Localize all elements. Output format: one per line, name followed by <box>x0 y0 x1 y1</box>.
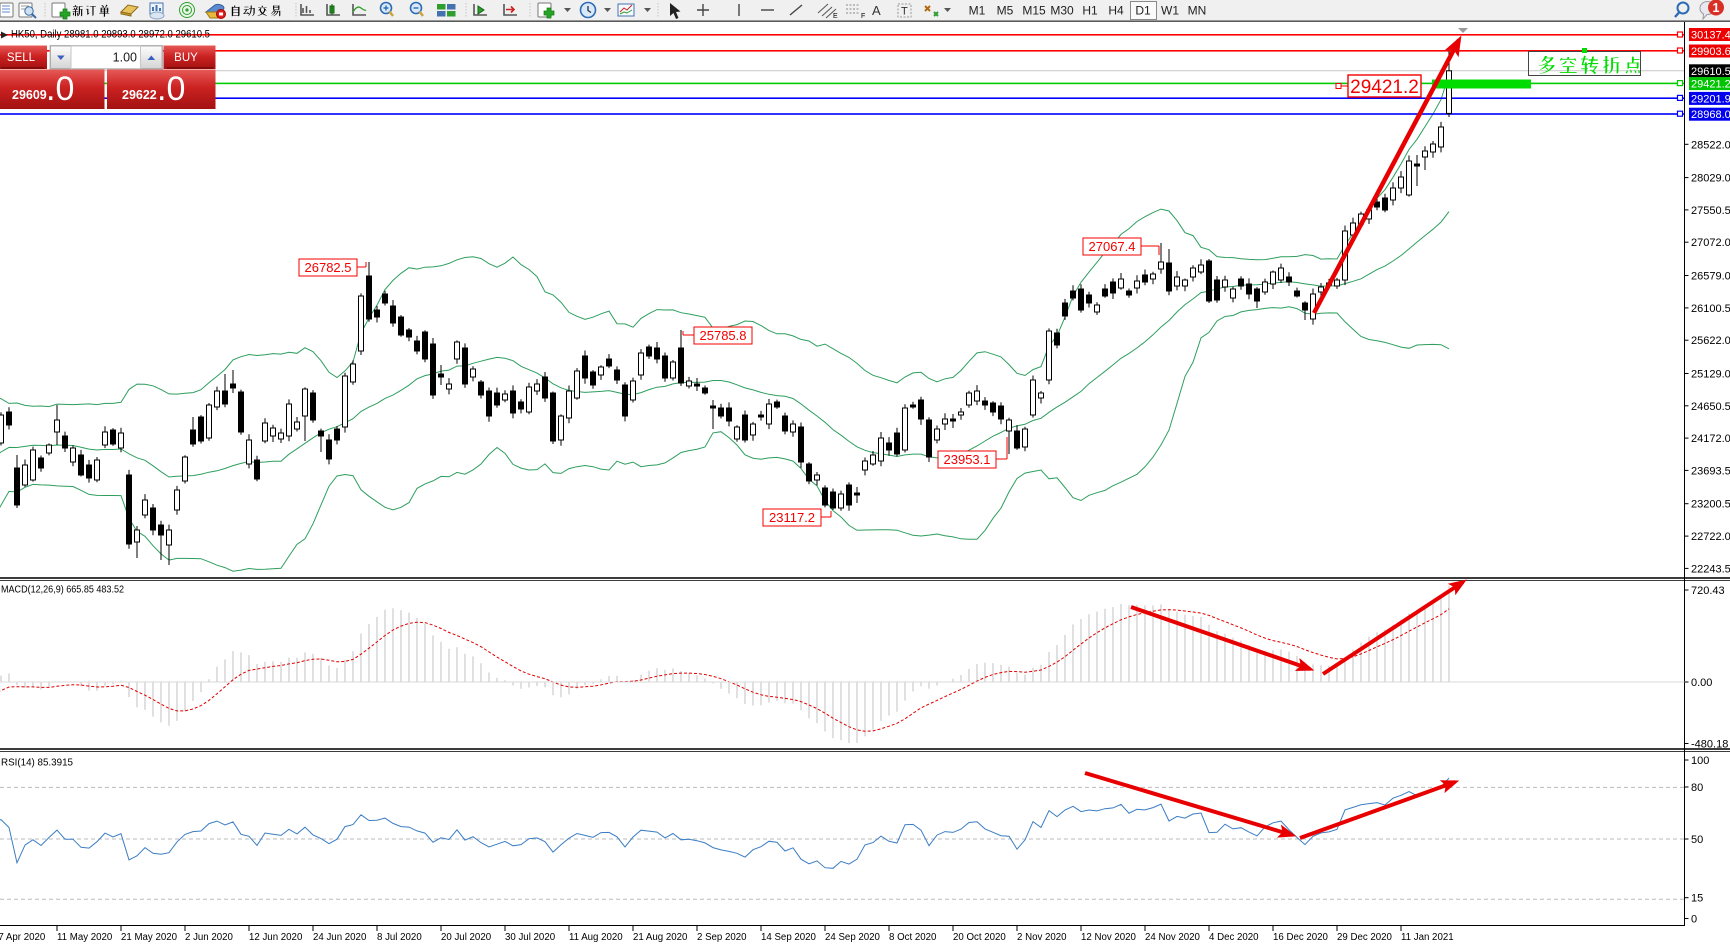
svg-text:28968.0: 28968.0 <box>1691 109 1730 121</box>
svg-text:15: 15 <box>1691 893 1703 905</box>
svg-text:12 Jun 2020: 12 Jun 2020 <box>249 932 303 943</box>
svg-text:H1: H1 <box>1082 4 1098 18</box>
svg-text:29421.2: 29421.2 <box>1350 77 1419 98</box>
svg-text:RSI(14) 85.3915: RSI(14) 85.3915 <box>1 757 73 769</box>
svg-text:23200.5: 23200.5 <box>1691 499 1730 511</box>
svg-text:29609: 29609 <box>12 88 47 102</box>
svg-text:25785.8: 25785.8 <box>700 328 747 343</box>
svg-text:23953.1: 23953.1 <box>944 452 991 467</box>
svg-text:16 Dec 2020: 16 Dec 2020 <box>1273 932 1329 943</box>
svg-text:14 Sep 2020: 14 Sep 2020 <box>761 932 817 943</box>
svg-text:24 Nov 2020: 24 Nov 2020 <box>1145 932 1201 943</box>
svg-text:0: 0 <box>1691 914 1697 926</box>
svg-text:80: 80 <box>1691 782 1703 794</box>
svg-text:1: 1 <box>1713 1 1720 15</box>
svg-text:12 Nov 2020: 12 Nov 2020 <box>1081 932 1137 943</box>
svg-text:25129.0: 25129.0 <box>1691 369 1730 381</box>
svg-text:A: A <box>872 3 881 18</box>
svg-text:1.00: 1.00 <box>113 51 137 65</box>
svg-text:29421.2: 29421.2 <box>1691 79 1730 91</box>
svg-text:24 Jun 2020: 24 Jun 2020 <box>313 932 367 943</box>
svg-text:8 Jul 2020: 8 Jul 2020 <box>377 932 422 943</box>
svg-text:11 Jan 2021: 11 Jan 2021 <box>1401 932 1454 943</box>
svg-text:BUY: BUY <box>174 52 198 64</box>
svg-text:E: E <box>833 13 838 20</box>
svg-text:MN: MN <box>1188 4 1207 18</box>
svg-text:M5: M5 <box>997 4 1014 18</box>
svg-text:.0: .0 <box>157 70 185 108</box>
svg-text:2 Sep 2020: 2 Sep 2020 <box>697 932 747 943</box>
svg-text:27072.0: 27072.0 <box>1691 237 1730 249</box>
svg-text:W1: W1 <box>1161 4 1179 18</box>
svg-text:23117.2: 23117.2 <box>769 510 815 525</box>
svg-text:23693.5: 23693.5 <box>1691 465 1730 477</box>
svg-text:29201.9: 29201.9 <box>1691 93 1730 105</box>
svg-text:21 May 2020: 21 May 2020 <box>121 932 178 943</box>
svg-text:21 Aug 2020: 21 Aug 2020 <box>633 932 688 943</box>
svg-text:11 May 2020: 11 May 2020 <box>57 932 113 943</box>
svg-text:M30: M30 <box>1050 4 1074 18</box>
svg-text:25622.0: 25622.0 <box>1691 335 1730 347</box>
svg-text:20 Oct 2020: 20 Oct 2020 <box>953 932 1006 943</box>
svg-text:8 Oct 2020: 8 Oct 2020 <box>889 932 937 943</box>
svg-text:M15: M15 <box>1022 4 1046 18</box>
svg-text:F: F <box>861 13 865 20</box>
svg-text:20 Jul 2020: 20 Jul 2020 <box>441 932 492 943</box>
svg-text:24 Sep 2020: 24 Sep 2020 <box>825 932 881 943</box>
svg-text:30 Jul 2020: 30 Jul 2020 <box>505 932 556 943</box>
svg-text:26782.5: 26782.5 <box>305 260 352 275</box>
svg-text:29903.6: 29903.6 <box>1691 46 1730 58</box>
svg-text:26100.5: 26100.5 <box>1691 303 1730 315</box>
svg-text:28522.0: 28522.0 <box>1691 139 1730 151</box>
svg-text:27 Apr 2020: 27 Apr 2020 <box>0 932 46 943</box>
svg-text:T: T <box>901 6 908 18</box>
svg-text:30137.4: 30137.4 <box>1691 30 1730 42</box>
svg-text:100: 100 <box>1691 755 1709 767</box>
svg-text:4 Dec 2020: 4 Dec 2020 <box>1209 932 1259 943</box>
svg-text:.0: .0 <box>46 70 74 108</box>
svg-text:29 Dec 2020: 29 Dec 2020 <box>1337 932 1393 943</box>
svg-text:24172.0: 24172.0 <box>1691 433 1730 445</box>
svg-text:H4: H4 <box>1108 4 1124 18</box>
svg-text:HK50, Daily 28981.0 29893.0 2: HK50, Daily 28981.0 29893.0 28972.0 2961… <box>11 29 210 41</box>
svg-text:720.43: 720.43 <box>1691 585 1725 597</box>
svg-text:29622: 29622 <box>122 88 157 102</box>
svg-text:50: 50 <box>1691 834 1703 846</box>
svg-text:MACD(12,26,9) 665.85 483.52: MACD(12,26,9) 665.85 483.52 <box>1 584 124 596</box>
svg-text:2 Nov 2020: 2 Nov 2020 <box>1017 932 1067 943</box>
svg-text:24650.5: 24650.5 <box>1691 401 1730 413</box>
svg-text:M1: M1 <box>969 4 986 18</box>
svg-text:29610.5: 29610.5 <box>1691 66 1730 78</box>
svg-text:26579.0: 26579.0 <box>1691 271 1730 283</box>
svg-text:22243.5: 22243.5 <box>1691 563 1730 575</box>
svg-text:27067.4: 27067.4 <box>1089 239 1136 254</box>
svg-text:22722.0: 22722.0 <box>1691 531 1730 543</box>
svg-text:-480.18: -480.18 <box>1691 739 1728 751</box>
svg-text:11 Aug 2020: 11 Aug 2020 <box>569 932 623 943</box>
svg-text:2 Jun 2020: 2 Jun 2020 <box>185 932 234 943</box>
svg-text:28029.0: 28029.0 <box>1691 173 1730 185</box>
svg-text:27550.5: 27550.5 <box>1691 205 1730 217</box>
svg-text:0.00: 0.00 <box>1691 677 1712 689</box>
svg-text:SELL: SELL <box>7 52 36 64</box>
svg-text:D1: D1 <box>1135 4 1151 18</box>
